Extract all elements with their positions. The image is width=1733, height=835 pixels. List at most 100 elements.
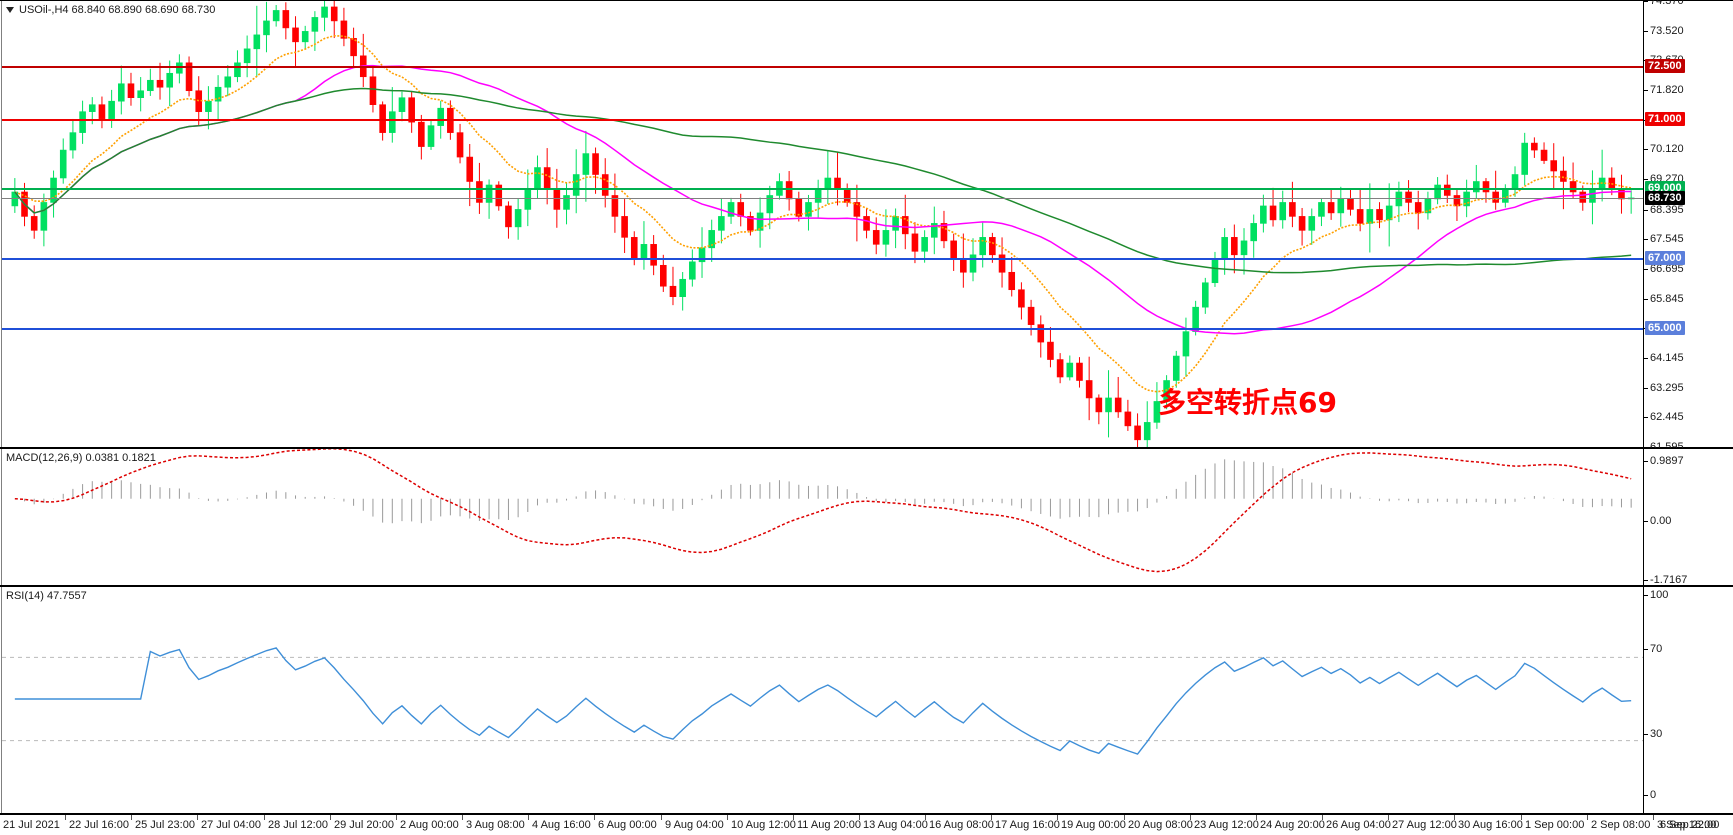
rsi-pane[interactable]: 100 70 30 0 RSI(14) 47.7557 [0,586,1733,814]
time-axis-label: 6 Aug 00:00 [598,819,657,831]
time-tick [859,815,860,820]
pane-rail [0,1,3,447]
time-axis-label: 3 Aug 08:00 [466,819,525,831]
time-tick [793,815,794,820]
time-tick [528,815,529,820]
rsi-tick: 30 [1643,728,1663,740]
price-level-label[interactable]: 67.000 [1645,251,1685,266]
price-level-line[interactable] [2,258,1643,261]
time-axis-label: 22 Jul 16:00 [69,819,129,831]
time-tick [1190,815,1191,820]
pane-rail [0,587,3,813]
macd-histogram [24,459,1632,524]
price-tick: 63.295 [1644,381,1684,394]
time-axis-label: 29 Jul 20:00 [334,819,394,831]
time-tick [727,815,728,820]
price-axis[interactable]: 74.37073.52072.67071.82070.97070.12069.2… [1643,0,1733,453]
macd-chart-svg [14,449,1632,573]
time-tick [131,815,132,820]
rsi-tick: 0 [1643,789,1657,801]
time-tick [661,815,662,820]
price-tick: 71.820 [1644,84,1684,97]
time-axis-label: 16 Aug 08:00 [929,819,994,831]
rsi-legend: RSI(14) 47.7557 [6,590,87,602]
pane-rail [0,449,3,585]
time-axis-label: 21 Jul 2021 [3,819,60,831]
price-plot-area[interactable] [2,1,1643,447]
time-axis-label: 26 Aug 04:00 [1326,819,1391,831]
time-tick [462,815,463,820]
time-axis-label: 19 Aug 00:00 [1061,819,1126,831]
rsi-chart-svg [2,647,1643,755]
time-axis-label: 24 Aug 20:00 [1260,819,1325,831]
rsi-tick: 100 [1643,589,1669,601]
price-tick: 65.845 [1644,292,1684,305]
price-level-line[interactable] [2,66,1643,69]
time-axis-label: 2 Sep 08:00 [1591,819,1651,831]
price-pane-legend: USOil-,H4 68.840 68.890 68.690 68.730 [6,4,215,16]
macd-tick: 0.00 [1643,515,1672,527]
price-level-label[interactable]: 65.000 [1645,321,1685,336]
candlestick-series [11,1,1635,447]
time-axis-label: 25 Jul 23:00 [135,819,195,831]
time-tick [264,815,265,820]
time-axis-label: 27 Jul 04:00 [201,819,261,831]
time-axis-label: 1 Sep 00:00 [1525,819,1585,831]
price-level-label[interactable]: 68.730 [1645,190,1685,205]
time-tick [594,815,595,820]
time-tick [1388,815,1389,820]
time-axis-label: 3 Sep 16:00 [1657,819,1717,831]
price-level-line[interactable] [2,197,1643,199]
price-level-label[interactable]: 71.000 [1645,111,1685,126]
macd-legend: MACD(12,26,9) 0.0381 0.1821 [6,452,156,464]
time-tick [1454,815,1455,820]
time-tick [1653,815,1654,820]
time-tick [1057,815,1058,820]
macd-axis: 0.9897 0.00 -1.7167 [1643,449,1733,586]
time-axis-label: 28 Jul 12:00 [268,819,328,831]
time-tick [1587,815,1588,820]
time-axis-label: 9 Aug 04:00 [665,819,724,831]
price-level-line[interactable] [2,188,1643,191]
time-tick [197,815,198,820]
price-tick: 73.520 [1644,24,1684,37]
chart-annotation: 多空转折点69 [1158,386,1337,419]
price-level-label[interactable]: 72.500 [1645,59,1685,74]
time-axis-label: 11 Aug 20:00 [797,819,862,831]
time-tick [330,815,331,820]
time-axis-label: 6 Sep 22:00 [1660,819,1720,831]
time-tick [1124,815,1125,820]
time-axis-label: 4 Aug 16:00 [532,819,591,831]
price-tick: 70.120 [1644,143,1684,156]
time-axis-label: 13 Aug 04:00 [863,819,928,831]
price-tick: 68.395 [1644,203,1684,216]
time-axis-label: 2 Aug 00:00 [400,819,459,831]
time-tick [1256,815,1257,820]
price-tick: 67.545 [1644,233,1684,246]
time-tick [991,815,992,820]
rsi-plot-area[interactable] [2,587,1643,813]
macd-pane[interactable]: 0.9897 0.00 -1.7167 MACD(12,26,9) 0.0381 0… [0,448,1733,586]
price-pane[interactable]: 74.37073.52072.67071.82070.97070.12069.2… [0,0,1733,453]
time-axis-label: 23 Aug 12:00 [1194,819,1259,831]
rsi-tick: 70 [1643,643,1663,655]
collapse-triangle-icon[interactable] [6,7,14,14]
macd-plot-area[interactable] [2,449,1643,585]
time-axis-label: 20 Aug 08:00 [1128,819,1193,831]
time-axis-label: 30 Aug 16:00 [1458,819,1523,831]
price-level-line[interactable] [2,118,1643,121]
time-axis[interactable]: 21 Jul 2021 22 Jul 16:00 25 Jul 23:00 27 Ju… [0,814,1733,835]
price-tick: 66.695 [1644,262,1684,275]
macd-signal-line [14,449,1632,573]
price-tick: 64.145 [1644,351,1684,364]
time-axis-label: 17 Aug 16:00 [995,819,1060,831]
time-tick [65,815,66,820]
price-chart-svg [11,1,1635,447]
time-tick [925,815,926,820]
rsi-line [14,647,1632,755]
macd-tick: -1.7167 [1643,574,1688,586]
symbol-ohlc-label: USOil-,H4 68.840 68.890 68.690 68.730 [19,4,216,16]
price-level-line[interactable] [2,328,1643,331]
rsi-axis: 100 70 30 0 [1643,587,1733,813]
